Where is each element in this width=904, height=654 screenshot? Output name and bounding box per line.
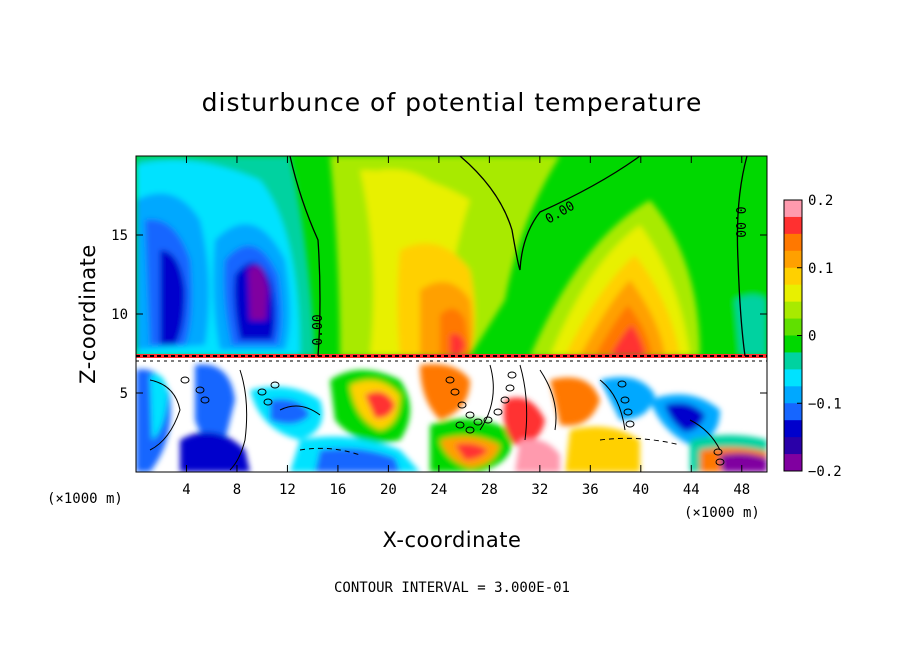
contour-ring	[493, 408, 503, 416]
contour-ring	[445, 376, 455, 384]
contour-lines-lower	[149, 364, 721, 471]
contour-ring	[457, 401, 467, 409]
contour-ring	[507, 371, 517, 379]
contour-ring	[455, 421, 465, 429]
contour-ring	[620, 396, 630, 404]
colorbar-swatch	[784, 369, 802, 387]
colorbar-swatch	[784, 437, 802, 455]
contour-ring	[465, 411, 475, 419]
contour-ring	[257, 388, 267, 396]
x-tick-label: 44	[683, 482, 700, 498]
contour-ring	[195, 386, 205, 394]
contour-ring	[715, 458, 725, 466]
x-axis: 4 8 12 16 20 24 28 32 36 40 44 48	[182, 156, 750, 498]
contour-ring	[200, 396, 210, 404]
colorbar-swatch	[784, 318, 802, 336]
colorbar-swatch	[784, 386, 802, 404]
contour-ring	[713, 448, 723, 456]
y-axis-label: Z-coordinate	[76, 244, 100, 384]
colorbar-swatch	[784, 250, 802, 269]
x-tick-label: 28	[481, 482, 498, 498]
chart-title: disturbunce of potential temperature	[202, 88, 703, 117]
colorbar-swatch	[784, 284, 802, 303]
field-lower-blobs	[136, 364, 767, 472]
contour-ring	[270, 381, 280, 389]
y-tick-label: 5	[120, 386, 128, 402]
contour-ring	[180, 376, 190, 384]
contour-ring	[623, 408, 633, 416]
colorbar-swatch	[784, 420, 802, 438]
contour-ring	[500, 396, 510, 404]
x-tick-label: 36	[582, 482, 599, 498]
x-tick-label: 40	[632, 482, 649, 498]
colorbar-tick-label: 0.2	[808, 193, 833, 209]
x-axis-label: X-coordinate	[383, 528, 522, 552]
colorbar: 0.2 0.1 0 −0.1 −0.2	[783, 193, 842, 480]
x-tick-label: 48	[733, 482, 750, 498]
x-tick-label: 16	[329, 482, 346, 498]
x-tick-label: 32	[531, 482, 548, 498]
contour-label: 0.00	[732, 206, 747, 237]
x-axis-unit: (×1000 m)	[684, 505, 760, 521]
y-axis: 5 10 15	[111, 228, 767, 402]
y-tick-label: 10	[111, 307, 128, 323]
colorbar-swatch	[784, 352, 802, 370]
y-tick-label: 15	[111, 228, 128, 244]
contour-ring	[263, 398, 273, 406]
contour-rings	[180, 371, 725, 466]
colorbar-swatch	[784, 454, 802, 472]
x-tick-label: 8	[233, 482, 241, 498]
contour-ring	[465, 426, 475, 434]
colorbar-swatch	[784, 267, 802, 286]
colorbar-swatch	[784, 216, 802, 235]
x-tick-label: 20	[380, 482, 397, 498]
colorbar-tick-label: −0.2	[808, 464, 842, 480]
contour-label: 0.00	[311, 314, 326, 345]
colorbar-tick-label: 0	[808, 329, 816, 345]
contour-ring	[617, 380, 627, 388]
contour-ring	[473, 418, 483, 426]
x-tick-label: 4	[182, 482, 190, 498]
plot-area	[136, 156, 767, 472]
colorbar-swatch	[784, 200, 802, 218]
colorbar-tick-label: −0.1	[808, 396, 842, 412]
x-tick-label: 12	[279, 482, 296, 498]
contour-lines	[289, 156, 748, 357]
colorbar-tick-label: 0.1	[808, 261, 833, 277]
contour-ring	[483, 416, 493, 424]
contour-ring	[505, 384, 515, 392]
y-axis-unit: (×1000 m)	[47, 491, 123, 507]
colorbar-swatch	[784, 301, 802, 320]
colorbar-swatch	[784, 335, 802, 353]
contour-ring	[450, 388, 460, 396]
contour-interval-note: CONTOUR INTERVAL = 3.000E-01	[334, 580, 570, 596]
field-upper-blobs	[136, 156, 767, 356]
colorbar-swatch	[784, 233, 802, 252]
contour-ring	[625, 420, 635, 428]
colorbar-swatch	[784, 403, 802, 421]
x-tick-label: 24	[430, 482, 447, 498]
